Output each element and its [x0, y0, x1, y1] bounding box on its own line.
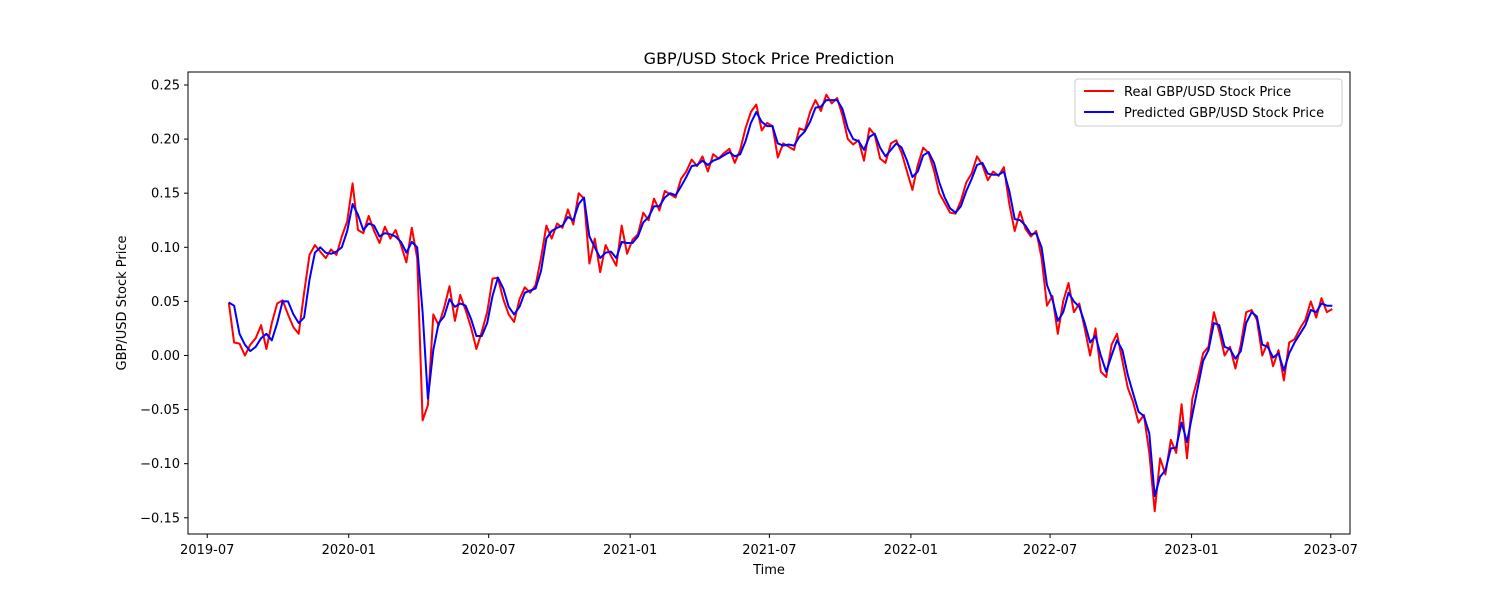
y-tick-label: 0.25	[151, 78, 180, 93]
y-tick-label: 0.00	[151, 349, 180, 364]
series-real-line	[227, 93, 1333, 513]
legend-box	[1074, 78, 1343, 127]
y-tick-label: −0.10	[140, 457, 180, 472]
legend-label: Real GBP/USD Stock Price	[1124, 85, 1291, 100]
x-tick-label: 2023-07	[1304, 543, 1358, 558]
x-tick-label: 2022-01	[884, 543, 938, 558]
plot-area-frame	[187, 71, 1351, 535]
legend: Real GBP/USD Stock Price Predicted GBP/US…	[1074, 78, 1343, 127]
y-tick-label: −0.15	[140, 511, 180, 526]
x-tick-label: 2022-07	[1023, 543, 1077, 558]
y-axis-label: GBP/USD Stock Price	[115, 236, 130, 371]
y-tick-label: 0.15	[151, 187, 180, 202]
x-tick-label: 2020-07	[462, 543, 516, 558]
x-axis-ticks: 2019-07 2020-01 2020-07 2021-01 2021-07 2022-…	[180, 534, 1358, 558]
y-tick-label: 0.20	[151, 133, 180, 148]
series-layer	[227, 93, 1333, 513]
y-axis-ticks: −0.15 −0.10 −0.05 0.00 0.05 0.10 0.15 0.20 0.25	[140, 78, 188, 526]
y-tick-label: 0.10	[151, 241, 180, 256]
x-tick-label: 2023-01	[1164, 543, 1218, 558]
y-tick-label: 0.05	[151, 295, 180, 310]
x-tick-label: 2020-01	[322, 543, 376, 558]
chart-title: GBP/USD Stock Price Prediction	[644, 49, 895, 68]
series-predicted-line	[228, 99, 1333, 498]
legend-label: Predicted GBP/USD Stock Price	[1124, 106, 1324, 121]
x-axis-label: Time	[752, 563, 785, 578]
x-tick-label: 2021-07	[742, 543, 796, 558]
x-tick-label: 2021-01	[603, 543, 657, 558]
y-tick-label: −0.05	[140, 403, 180, 418]
x-tick-label: 2019-07	[180, 543, 234, 558]
